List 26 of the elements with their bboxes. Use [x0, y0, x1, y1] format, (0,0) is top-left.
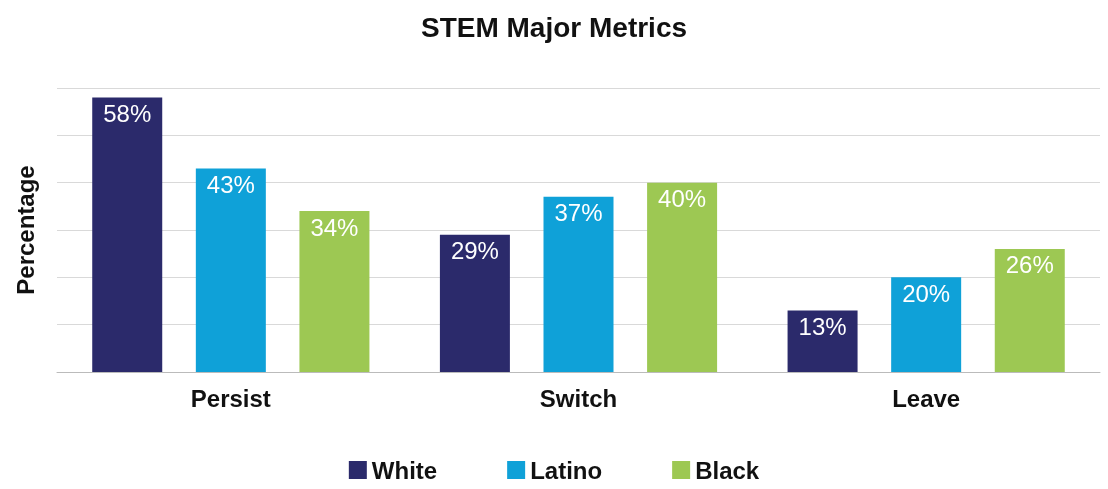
bar	[439, 234, 510, 372]
legend-label: Latino	[530, 456, 603, 484]
data-label: 20%	[902, 279, 951, 307]
data-label: 26%	[1005, 251, 1054, 279]
y-axis-title: Percentage	[11, 165, 39, 295]
data-label: 13%	[798, 312, 847, 340]
bar	[994, 248, 1065, 372]
bar	[787, 310, 858, 372]
data-label: 40%	[658, 185, 707, 213]
x-tick-label: Switch	[539, 384, 618, 412]
bar	[195, 168, 266, 372]
data-label: 43%	[206, 170, 255, 198]
bar	[92, 97, 163, 372]
x-tick-label: Persist	[190, 384, 271, 412]
data-label: 37%	[554, 199, 603, 227]
legend-label: Black	[695, 456, 760, 484]
data-label: 58%	[103, 99, 152, 127]
bar	[299, 211, 370, 372]
x-tick-label: Leave	[892, 384, 961, 412]
data-label: 29%	[450, 237, 499, 265]
data-label: 34%	[310, 213, 359, 241]
bar	[891, 277, 962, 372]
legend-label: White	[371, 456, 438, 484]
bar	[647, 182, 718, 372]
bar	[543, 196, 614, 372]
chart-title: STEM Major Metrics	[420, 11, 688, 43]
